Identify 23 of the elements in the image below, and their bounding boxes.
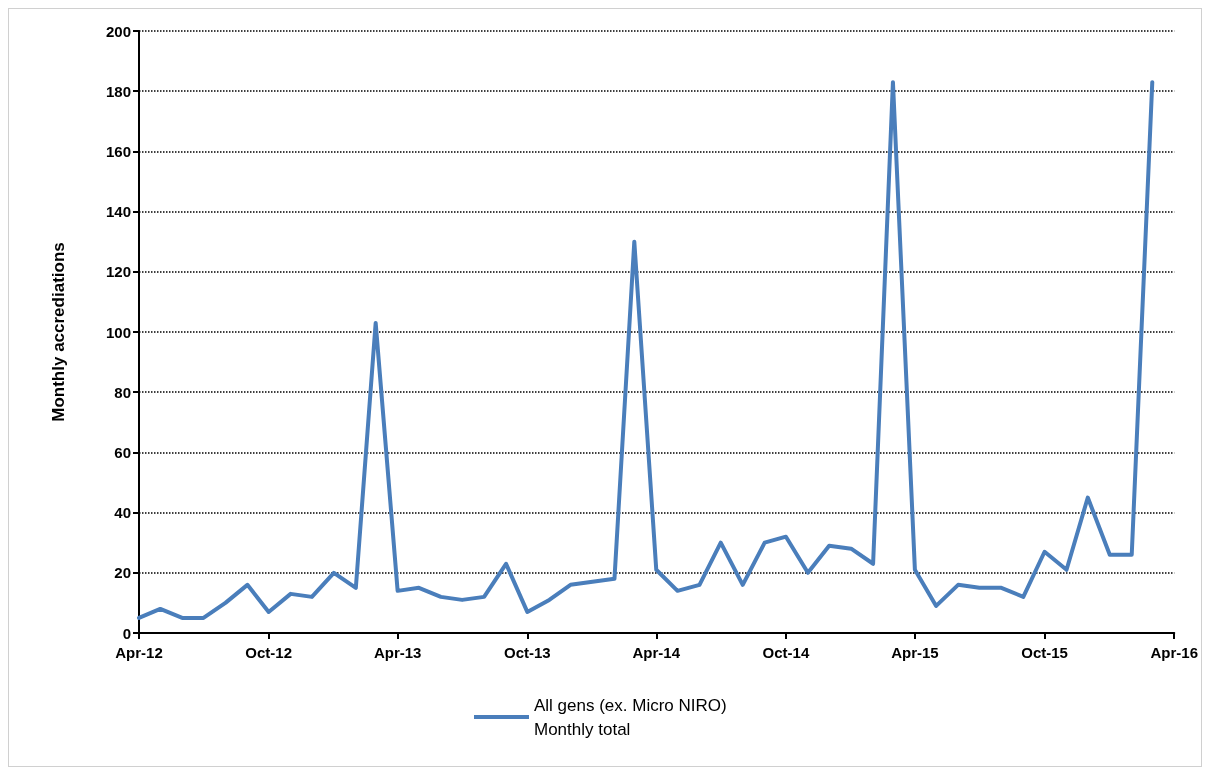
x-tick-label: Oct-13 — [503, 644, 551, 661]
x-tick-label: Oct-12 — [245, 644, 293, 661]
x-tick-label: Oct-15 — [1021, 644, 1068, 661]
y-tick-label: 120 — [105, 263, 131, 281]
y-tick-label: 0 — [122, 624, 131, 642]
y-tick-label: 40 — [114, 504, 131, 522]
y-tick-label: 100 — [105, 323, 131, 341]
y-tick-label: 200 — [105, 22, 131, 40]
y-tick-label: 20 — [114, 564, 131, 582]
x-tick-label: Oct-14 — [762, 644, 810, 661]
x-tick-label: Apr-15 — [891, 644, 939, 661]
y-tick-label: 180 — [105, 82, 131, 100]
x-tick-label: Apr-13 — [373, 644, 422, 661]
x-tick-label: Apr-16 — [1150, 644, 1198, 661]
y-tick-label: 80 — [114, 383, 131, 401]
x-tick-label: Apr-14 — [632, 644, 681, 661]
legend-label: All gens (ex. Micro NIRO) Monthly total — [534, 695, 727, 739]
y-tick-label: 60 — [114, 443, 131, 461]
y-axis-title: Monthly accrediations — [49, 242, 68, 422]
line-series — [137, 80, 1155, 620]
y-tick-label: 160 — [105, 142, 131, 160]
x-tick-label: Apr-12 — [115, 644, 163, 661]
y-tick-label: 140 — [105, 203, 131, 221]
